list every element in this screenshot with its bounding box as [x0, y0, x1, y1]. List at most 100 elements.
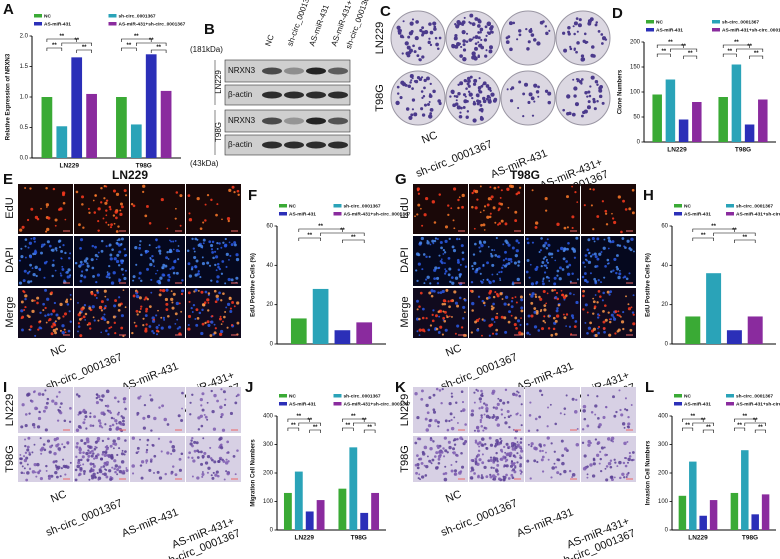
cell: [23, 467, 26, 470]
cell: [90, 258, 94, 262]
bar: [349, 447, 358, 530]
cell: [418, 334, 421, 337]
cell: [118, 278, 121, 281]
cell: [24, 294, 28, 298]
cell: [216, 474, 220, 478]
y-tick-label: 300: [658, 442, 669, 448]
colony: [429, 108, 434, 112]
cell: [124, 269, 127, 272]
colony: [467, 90, 471, 93]
cell: [631, 211, 635, 215]
cell: [108, 427, 112, 431]
cell: [216, 262, 220, 266]
cell: [44, 389, 47, 392]
cell: [136, 313, 139, 316]
cell: [480, 424, 484, 428]
cell: [54, 218, 58, 222]
cell: [625, 295, 627, 298]
cell: [26, 463, 29, 466]
colony: [454, 23, 457, 26]
cell: [95, 297, 98, 299]
cell: [606, 258, 610, 262]
cell: [35, 407, 39, 410]
cell: [414, 463, 418, 467]
cell: [83, 418, 86, 421]
cell: [502, 259, 505, 262]
colony: [451, 43, 455, 48]
cell: [233, 243, 237, 247]
cell: [150, 429, 153, 432]
colony: [462, 48, 467, 52]
cell: [120, 237, 124, 241]
colony: [476, 94, 480, 98]
cell: [447, 273, 451, 277]
cell: [209, 334, 213, 337]
colony: [433, 27, 437, 31]
cell: [229, 309, 233, 314]
colony: [467, 79, 471, 83]
cell: [24, 245, 27, 248]
cell: [199, 227, 203, 230]
protein-label: β-actin: [228, 90, 252, 99]
cell: [46, 227, 50, 232]
colony: [572, 25, 575, 28]
cell: [165, 288, 169, 292]
colony: [469, 13, 474, 18]
significance-bracket: [298, 228, 343, 232]
significance-bracket: [702, 429, 714, 433]
significance-bracket: [692, 422, 714, 426]
cell: [485, 447, 489, 450]
cell: [100, 186, 103, 190]
image-tile: [581, 184, 636, 234]
cell: [180, 292, 184, 296]
colony: [490, 92, 495, 97]
cell: [454, 301, 458, 305]
cell: [591, 474, 596, 478]
cell: [621, 237, 625, 240]
cell: [61, 330, 65, 335]
cell: [485, 409, 489, 413]
cell: [604, 212, 608, 215]
cell: [168, 276, 171, 279]
colony: [453, 95, 456, 98]
cell: [604, 405, 608, 409]
cell: [52, 187, 56, 191]
cell: [597, 279, 600, 282]
colony: [577, 23, 582, 28]
cell: [136, 446, 140, 450]
legend-label: AS-miR-431: [44, 21, 71, 27]
colony: [586, 95, 589, 98]
cell: [40, 207, 42, 210]
significance-label: **: [351, 235, 356, 241]
cell: [221, 218, 223, 221]
cell: [417, 262, 421, 266]
cell: [452, 249, 457, 253]
cell: [117, 465, 122, 469]
cell: [97, 229, 100, 232]
bar: [761, 494, 770, 530]
cell: [153, 265, 156, 268]
cell: [174, 473, 178, 477]
cell: [116, 473, 119, 476]
colony: [456, 105, 461, 110]
cell: [24, 297, 27, 301]
cell: [135, 263, 138, 266]
cell: [92, 199, 95, 202]
colony: [420, 76, 424, 79]
cell: [82, 451, 85, 454]
cell: [527, 443, 530, 446]
cell: [605, 223, 609, 226]
cell: [112, 439, 116, 443]
cell: [200, 424, 204, 428]
image-tile: [186, 387, 241, 433]
cell: [504, 330, 508, 334]
cell: [109, 226, 113, 229]
cell: [545, 209, 548, 212]
cell: [612, 317, 617, 321]
cell: [90, 474, 94, 478]
cell: [609, 459, 613, 462]
colony: [589, 85, 592, 88]
cell: [54, 401, 58, 406]
cell: [118, 296, 121, 299]
y-tick-label: 300: [263, 442, 274, 448]
